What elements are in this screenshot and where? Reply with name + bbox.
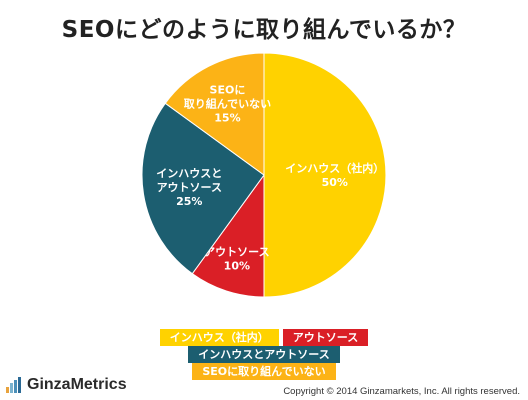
legend-item-outsource: アウトソース bbox=[282, 329, 369, 346]
legend-row-3: SEOに取り組んでいない bbox=[0, 360, 528, 380]
legend-row-1: インハウス（社内） アウトソース bbox=[0, 326, 528, 346]
logo-bars-icon bbox=[6, 377, 22, 393]
logo-text: GinzaMetrics bbox=[27, 376, 127, 393]
ginzametrics-logo: GinzaMetrics bbox=[6, 375, 127, 395]
slice-label-inhouse-and-outsource: インハウスとアウトソース 25% bbox=[156, 167, 222, 208]
chart-title: SEOにどのように取り組んでいるか？ bbox=[61, 17, 467, 43]
pie-slice-outsource bbox=[191, 173, 265, 298]
slice-label-inhouse: インハウス（社内） 50% bbox=[285, 161, 384, 189]
copyright-text: Copyright © 2014 Ginzamarkets, Inc. All … bbox=[283, 386, 520, 397]
pie-slice-not-doing-seo bbox=[164, 52, 265, 176]
pie-slice-inhouse bbox=[263, 52, 387, 298]
legend-item-not-doing-seo: SEOに取り組んでいない bbox=[192, 363, 336, 380]
legend-item-inhouse-and-outsource: インハウスとアウトソース bbox=[188, 346, 340, 363]
legend-item-inhouse: インハウス（社内） bbox=[159, 329, 279, 346]
pie-slice-inhouse-and-outsource bbox=[141, 102, 265, 275]
legend-row-2: インハウスとアウトソース bbox=[0, 343, 528, 363]
pie-chart: インハウス（社内） 50% アウトソース 10% インハウスとアウトソース 25% SEOに… bbox=[141, 52, 387, 298]
slice-label-outsource: アウトソース 10% bbox=[204, 246, 269, 273]
slice-label-not-doing-seo: SEOに取り組んでいない 15% bbox=[184, 83, 271, 124]
